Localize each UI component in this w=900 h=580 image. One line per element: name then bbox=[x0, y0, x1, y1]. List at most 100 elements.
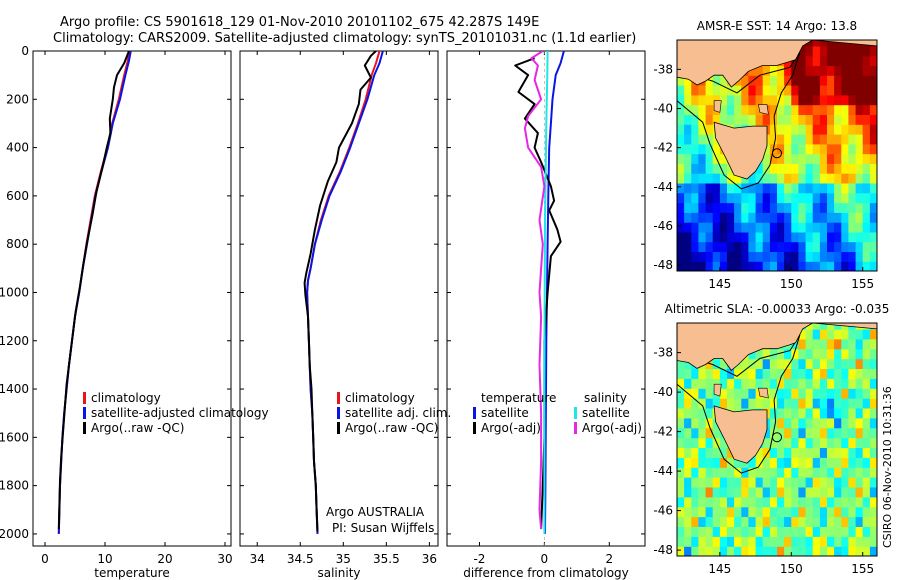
sst-map-cell bbox=[741, 85, 749, 96]
sst-map-cell bbox=[819, 231, 828, 243]
sla-map-cell bbox=[819, 457, 828, 468]
sst-map-cell bbox=[691, 94, 699, 106]
sst-map-cell bbox=[698, 94, 707, 106]
sla-map-cell bbox=[691, 378, 699, 389]
sst-map-cell bbox=[784, 134, 792, 145]
diff-legend-heading-salinity: salinity bbox=[584, 391, 627, 405]
salinity-legend-label: climatology bbox=[345, 391, 415, 405]
sst-map-cell bbox=[848, 251, 857, 262]
sla-map-cell bbox=[791, 417, 799, 429]
sst-map-cell bbox=[677, 222, 685, 233]
sla-map-cell bbox=[819, 477, 828, 488]
sla-map-cell bbox=[719, 437, 728, 448]
sla-map-cell bbox=[812, 407, 821, 419]
sst-map-cell bbox=[755, 85, 764, 96]
sla-map-cell bbox=[841, 526, 849, 537]
sla-map-cell bbox=[848, 457, 857, 468]
sla-map-cell bbox=[834, 447, 842, 458]
sla-map-cell bbox=[805, 407, 814, 419]
sla-map-cell bbox=[855, 447, 864, 458]
sst-map-cell bbox=[848, 55, 857, 67]
sst-map-cell bbox=[848, 212, 857, 223]
sla-map-cell bbox=[755, 516, 764, 527]
sla-map-cell bbox=[855, 338, 864, 350]
sst-map-cell bbox=[705, 192, 714, 204]
sst-map-cell bbox=[841, 134, 849, 145]
sla-map-cell bbox=[698, 477, 707, 488]
sla-map-title: Altimetric SLA: -0.00033 Argo: -0.035 bbox=[665, 302, 890, 316]
sst-map-cell bbox=[848, 173, 857, 184]
sla-map-cell bbox=[677, 477, 685, 488]
sla-map-cell bbox=[841, 388, 849, 399]
sst-map-cell bbox=[841, 173, 849, 184]
sst-map-cell bbox=[805, 202, 814, 213]
sla-map-cell bbox=[848, 477, 857, 488]
sst-map-cell bbox=[719, 192, 728, 204]
sst-map-cell bbox=[812, 261, 821, 271]
sst-map-cell bbox=[762, 241, 771, 252]
sla-map-cell bbox=[791, 388, 799, 399]
sst-map-cell bbox=[705, 251, 714, 262]
sst-map-cell bbox=[762, 163, 771, 174]
sst-map-cell bbox=[812, 153, 821, 164]
sla-map-cell bbox=[691, 447, 699, 458]
sst-map-cell bbox=[777, 241, 785, 252]
sst-map-cell bbox=[712, 192, 721, 204]
sla-map-cell bbox=[691, 437, 699, 448]
sst-map-cell bbox=[698, 261, 707, 271]
sla-map-cell bbox=[819, 378, 828, 389]
sla-map-cell bbox=[769, 536, 778, 547]
sst-map-cell bbox=[805, 134, 814, 145]
sst-map-cell bbox=[798, 134, 807, 145]
sst-map-cell bbox=[862, 222, 871, 233]
sla-map-cell bbox=[798, 516, 807, 527]
salinity-xtick-label: 34.5 bbox=[287, 552, 314, 566]
sla-map-cell bbox=[784, 477, 792, 488]
sla-map-cell bbox=[691, 477, 699, 488]
sla-map-cell bbox=[834, 437, 842, 448]
sst-map-cell bbox=[727, 114, 735, 125]
sst-map-cell bbox=[827, 134, 835, 145]
sst-map-cell bbox=[727, 261, 735, 271]
sst-map-cell bbox=[819, 40, 828, 47]
sla-map-cell bbox=[819, 368, 828, 379]
sst-map-cell bbox=[812, 124, 821, 135]
sla-map-cell bbox=[741, 516, 749, 527]
sst-map-cell bbox=[769, 94, 778, 106]
sst-map-cell bbox=[827, 55, 835, 67]
sla-map-cell bbox=[855, 368, 864, 379]
sst-map-cell bbox=[777, 192, 785, 204]
sla-map-cell bbox=[705, 506, 714, 518]
sla-map-cell bbox=[834, 467, 842, 478]
sst-map-cell bbox=[841, 143, 849, 155]
sla-map-cell bbox=[805, 477, 814, 488]
sst-map-cell bbox=[719, 241, 728, 252]
difference-series-blue bbox=[544, 51, 565, 534]
sla-map-cell bbox=[855, 506, 864, 518]
sst-map-cell bbox=[769, 182, 778, 194]
sla-map-cell bbox=[798, 378, 807, 389]
sla-map-cell bbox=[677, 378, 685, 389]
sst-map-cell bbox=[805, 261, 814, 271]
sla-map-cell bbox=[784, 467, 792, 478]
sla-map-ytick-label: -38 bbox=[653, 346, 673, 360]
sst-map-cell bbox=[834, 222, 842, 233]
sst-map-cell bbox=[834, 182, 842, 194]
sla-map-cell bbox=[777, 417, 785, 429]
sst-map-cell bbox=[855, 222, 864, 233]
sst-map-cell bbox=[791, 163, 799, 174]
sst-map-cell bbox=[719, 94, 728, 106]
sst-map-cell bbox=[762, 143, 771, 155]
sla-map-cell bbox=[755, 506, 764, 518]
sla-map-cell bbox=[798, 437, 807, 448]
sst-map-cell bbox=[869, 241, 877, 252]
sst-map-cell bbox=[791, 55, 799, 67]
sst-map-cell bbox=[784, 222, 792, 233]
sst-map-cell bbox=[762, 65, 771, 76]
sla-map-cell bbox=[784, 447, 792, 458]
sst-map-cell bbox=[741, 104, 749, 115]
sla-map-cell bbox=[748, 546, 757, 556]
sst-map-cell bbox=[719, 75, 728, 86]
sst-map-cell bbox=[748, 241, 757, 252]
sla-map-cell bbox=[777, 526, 785, 537]
